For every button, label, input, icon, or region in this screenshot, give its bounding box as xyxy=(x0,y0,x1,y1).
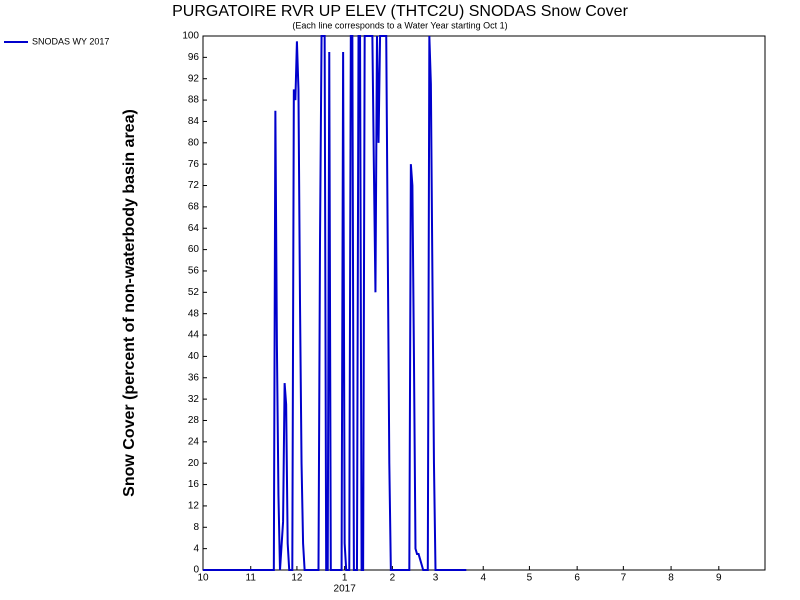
x-year-label: 2017 xyxy=(334,584,357,595)
x-tick-label: 7 xyxy=(621,573,627,584)
x-tick-label: 6 xyxy=(574,573,580,584)
y-tick-label: 0 xyxy=(193,565,199,576)
chart-title: PURGATOIRE RVR UP ELEV (THTC2U) SNODAS S… xyxy=(172,3,628,20)
legend-label: SNODAS WY 2017 xyxy=(32,36,109,46)
y-tick-label: 100 xyxy=(182,31,199,42)
x-tick-label: 12 xyxy=(291,573,303,584)
y-axis-label: Snow Cover (percent of non-waterbody bas… xyxy=(121,109,138,497)
y-tick-label: 76 xyxy=(188,159,200,170)
x-tick-label: 3 xyxy=(433,573,439,584)
y-tick-label: 28 xyxy=(188,415,200,426)
y-tick-label: 80 xyxy=(188,137,200,148)
y-tick-label: 44 xyxy=(188,330,200,341)
x-tick-label: 5 xyxy=(527,573,533,584)
x-tick-label: 11 xyxy=(246,573,257,584)
y-tick-label: 96 xyxy=(188,52,200,63)
chart-subtitle: (Each line corresponds to a Water Year s… xyxy=(292,20,507,30)
x-tick-label: 8 xyxy=(668,573,674,584)
y-tick-label: 88 xyxy=(188,95,200,106)
y-tick-label: 4 xyxy=(193,543,199,554)
y-tick-label: 52 xyxy=(188,287,200,298)
y-tick-label: 48 xyxy=(188,308,200,319)
y-tick-label: 84 xyxy=(188,116,200,127)
x-tick-label: 1 xyxy=(342,573,348,584)
x-tick-label: 10 xyxy=(197,573,209,584)
y-tick-label: 40 xyxy=(188,351,200,362)
x-tick-label: 9 xyxy=(716,573,722,584)
x-tick-label: 2 xyxy=(390,573,396,584)
y-tick-label: 20 xyxy=(188,458,200,469)
y-tick-label: 64 xyxy=(188,223,200,234)
y-tick-label: 92 xyxy=(188,73,200,84)
y-tick-label: 24 xyxy=(188,436,200,447)
y-tick-label: 8 xyxy=(193,522,199,533)
plot-frame xyxy=(202,35,766,571)
x-tick-label: 4 xyxy=(480,573,486,584)
y-tick-label: 72 xyxy=(188,180,200,191)
series-line xyxy=(203,35,467,571)
y-tick-label: 56 xyxy=(188,266,200,277)
y-tick-label: 60 xyxy=(188,244,200,255)
y-tick-label: 16 xyxy=(188,479,200,490)
y-tick-label: 32 xyxy=(188,394,200,405)
y-tick-label: 12 xyxy=(188,501,200,512)
y-tick-label: 36 xyxy=(188,372,200,383)
y-tick-label: 68 xyxy=(188,202,200,213)
